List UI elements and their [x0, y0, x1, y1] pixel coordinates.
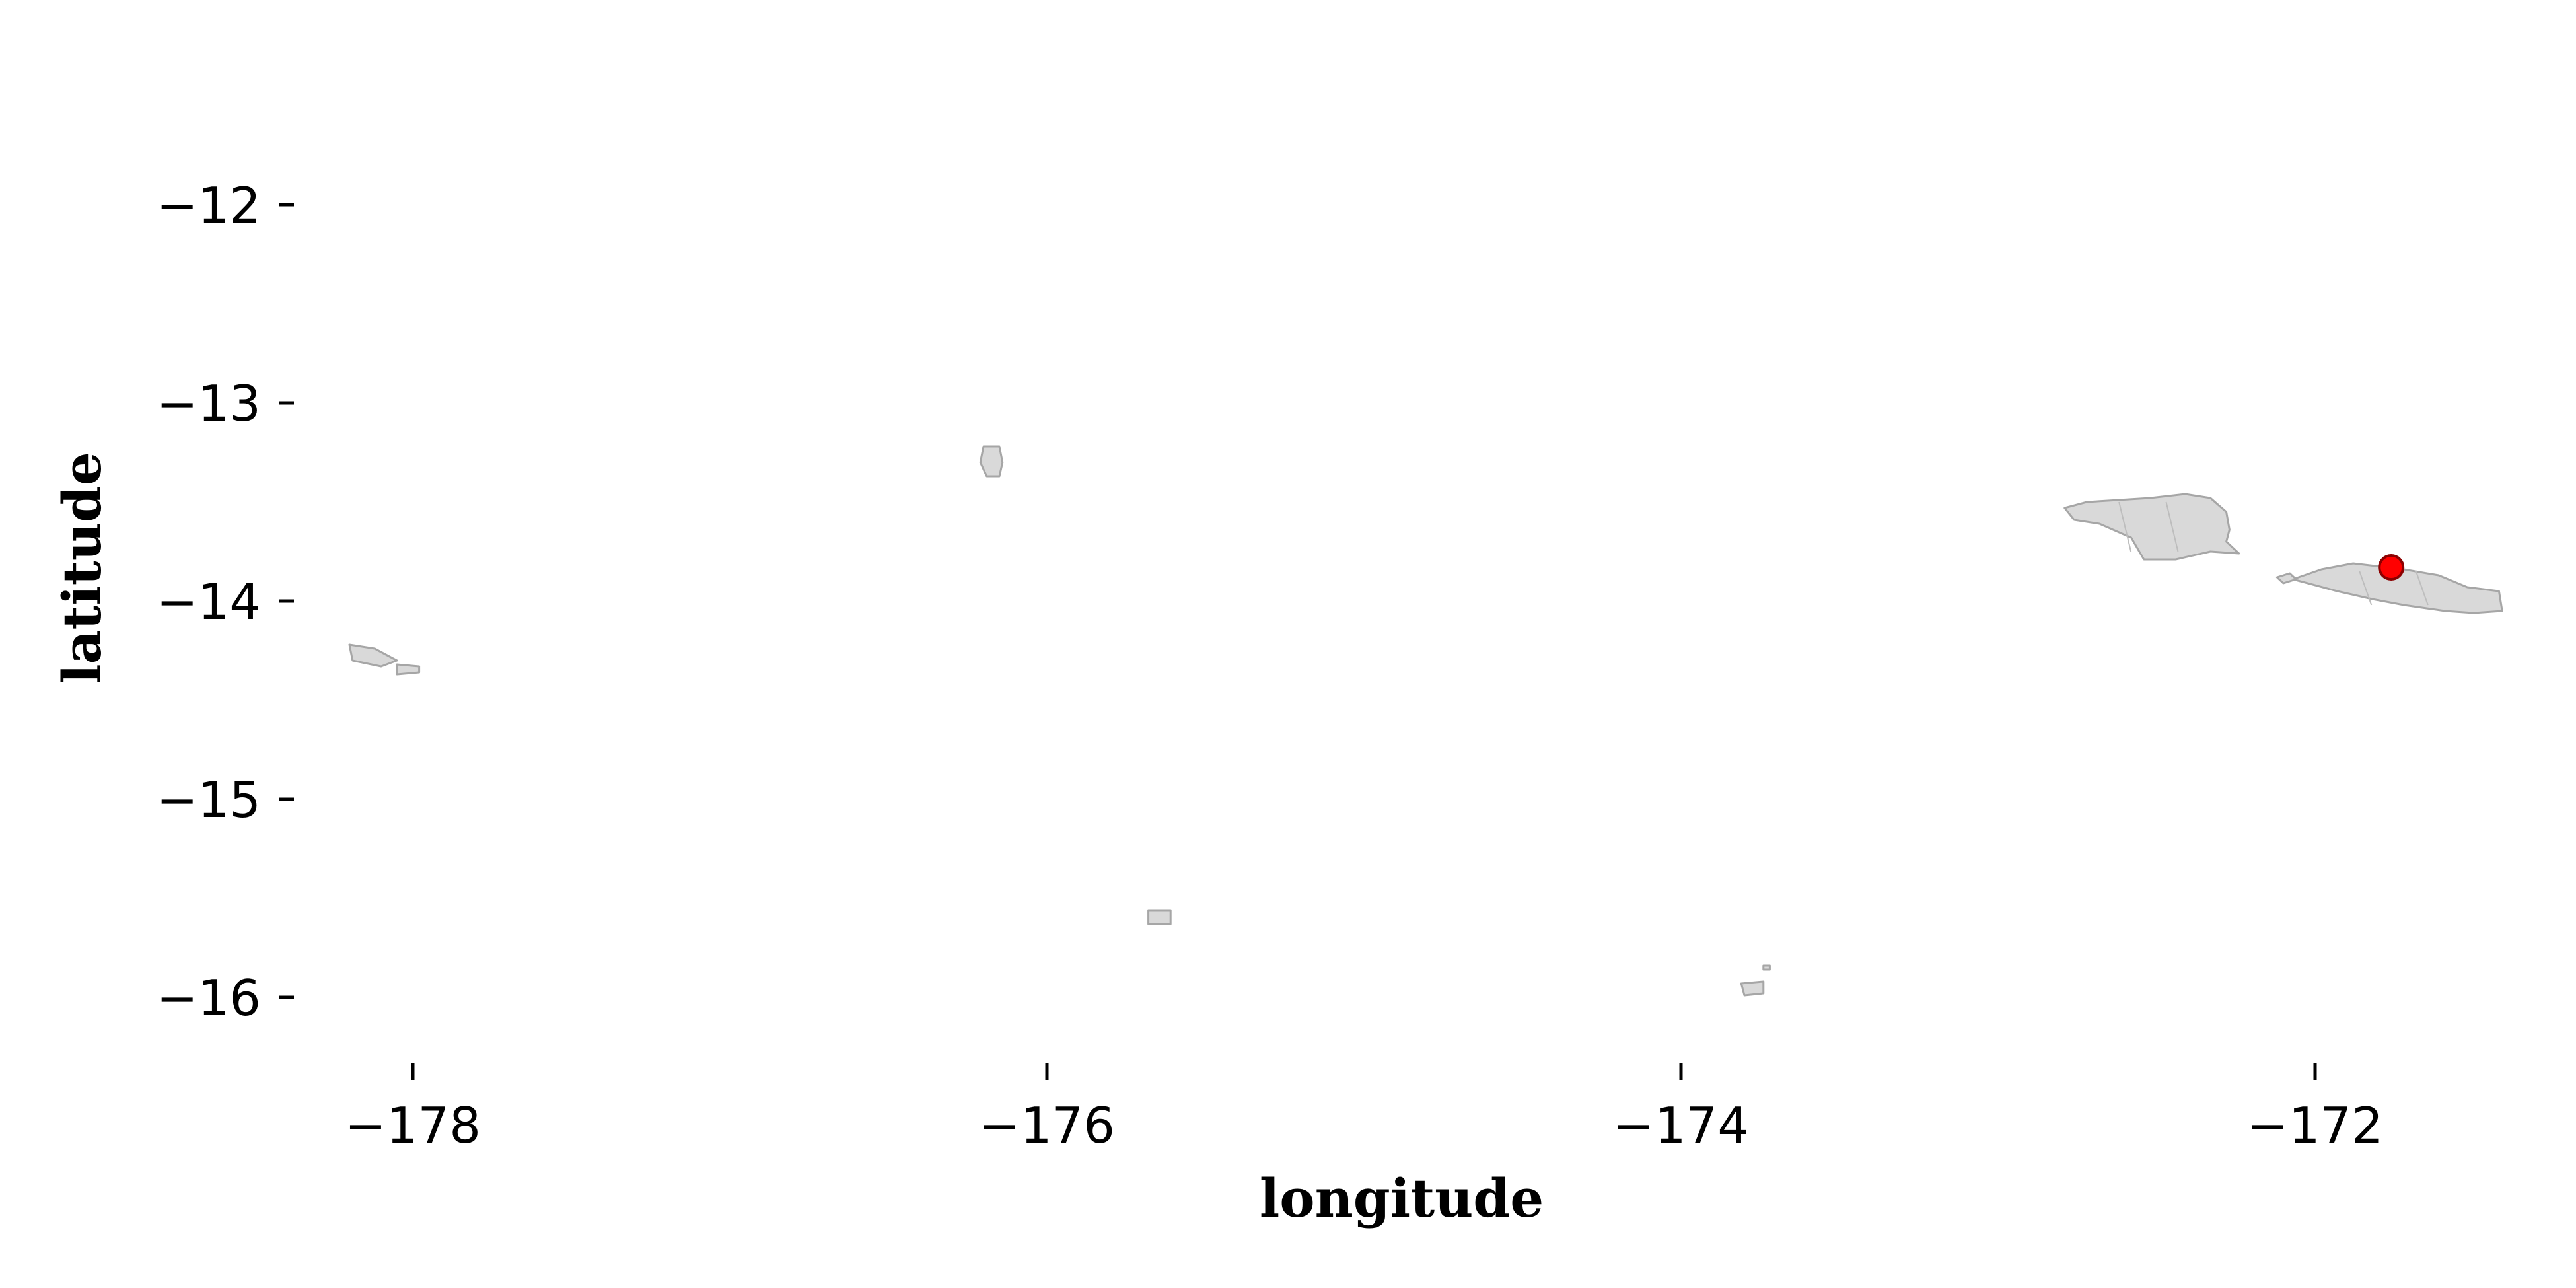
x-tick-label: −172	[2247, 1096, 2383, 1155]
island-wallis	[979, 445, 1004, 478]
land-layer	[348, 445, 2503, 997]
district-boundary-savaii-2	[2165, 501, 2179, 552]
y-axis-label: latitude	[51, 452, 113, 684]
y-tick-label: −14	[157, 573, 261, 631]
island-savaii	[2063, 493, 2240, 561]
island-futuna	[348, 643, 398, 668]
island-manono-apolima	[2275, 572, 2297, 585]
x-tick-label: −176	[979, 1096, 1115, 1155]
island-tafahi	[1762, 964, 1771, 971]
x-tick-label: −178	[345, 1096, 481, 1155]
marker-layer	[2378, 554, 2405, 581]
district-boundary-savaii-1	[2118, 501, 2132, 552]
island-upolu	[2291, 562, 2503, 614]
island-niuatoputapu	[1740, 980, 1765, 997]
district-boundary-upolu-1	[2359, 571, 2373, 606]
x-axis-label: longitude	[1260, 1167, 1544, 1229]
island-alofi	[396, 663, 421, 676]
y-axis-ticks: −12 −13 −14 −15 −16	[157, 176, 294, 1027]
x-tick-label: −174	[1613, 1096, 1749, 1155]
location-marker	[2378, 554, 2405, 581]
island-niuafoou	[1147, 909, 1172, 925]
y-tick-label: −16	[157, 969, 261, 1027]
y-tick-label: −12	[157, 176, 261, 234]
district-boundary-upolu-2	[2415, 571, 2429, 606]
x-axis-ticks: −178−176−174−172−170−168−166	[345, 1063, 2383, 1155]
y-tick-label: −15	[157, 771, 261, 829]
y-tick-label: −13	[157, 375, 261, 433]
